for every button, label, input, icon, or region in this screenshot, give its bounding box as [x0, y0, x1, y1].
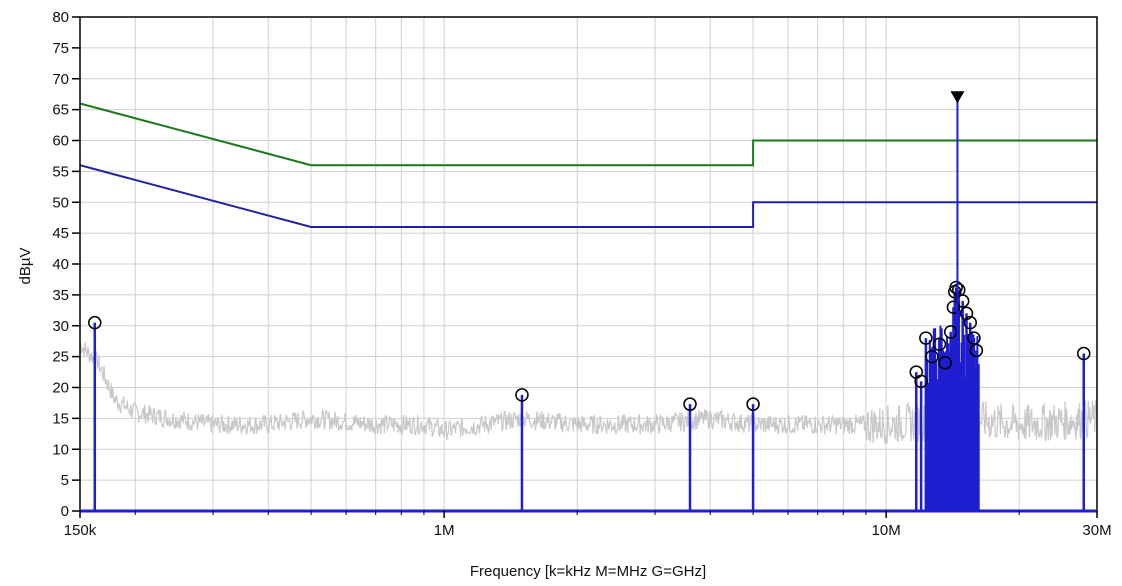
- y-tick-label: 5: [61, 472, 69, 489]
- y-tick-label: 65: [52, 102, 69, 119]
- marker-triangle: [950, 91, 965, 104]
- x-tick-label: 150k: [64, 522, 97, 539]
- limit-lines-layer: [79, 102, 1097, 228]
- limit-line-average: [79, 164, 1097, 228]
- x-tick-label: 10M: [872, 522, 901, 539]
- y-tick-label: 45: [52, 225, 69, 242]
- y-tick-label: 60: [52, 133, 69, 150]
- limit-line-quasi-peak: [79, 102, 1097, 167]
- y-tick-label: 50: [52, 194, 69, 211]
- y-tick-label: 10: [52, 441, 69, 458]
- peak-circle: [963, 315, 977, 330]
- y-tick-label: 0: [61, 503, 69, 520]
- peak-circle: [959, 306, 974, 321]
- peak-circle: [946, 300, 961, 314]
- peak-circle: [967, 331, 981, 345]
- x-axis-title: Frequency [k=kHz M=MHz G=GHz]: [470, 563, 706, 580]
- y-tick-label: 80: [52, 9, 69, 26]
- x-tick-label: 1M: [434, 522, 455, 539]
- peak-circle: [88, 315, 102, 330]
- y-tick-labels: 0 5 10 15 20 25 30 35 40 45 50 55 60 65 70 75 80: [52, 9, 80, 520]
- peak-markers-layer: [88, 91, 1091, 511]
- peak-circle: [919, 331, 933, 345]
- y-tick-label: 20: [52, 380, 69, 397]
- x-tick-labels: 150k 1M 10M 30M: [64, 511, 1112, 539]
- y-tick-label: 55: [52, 163, 69, 180]
- y-tick-label: 70: [52, 71, 69, 88]
- x-tick-label: 30M: [1082, 522, 1111, 539]
- y-tick-label: 40: [52, 256, 69, 273]
- peak-circle: [932, 337, 947, 352]
- peak-circle: [969, 343, 984, 358]
- y-tick-label: 25: [52, 349, 69, 366]
- peak-circle: [683, 397, 697, 411]
- y-tick-label: 35: [52, 287, 69, 304]
- peak-circle: [949, 280, 963, 295]
- y-tick-label: 15: [52, 410, 69, 427]
- y-tick-label: 75: [52, 40, 69, 57]
- peak-circle: [746, 397, 760, 411]
- peak-circle: [938, 356, 952, 370]
- y-tick-label: 30: [52, 318, 69, 335]
- y-axis-title: dBµV: [17, 248, 34, 285]
- peak-circle: [515, 388, 529, 402]
- peak-circle: [1077, 346, 1091, 361]
- peak-circle: [914, 374, 928, 389]
- peak-circle: [925, 349, 939, 364]
